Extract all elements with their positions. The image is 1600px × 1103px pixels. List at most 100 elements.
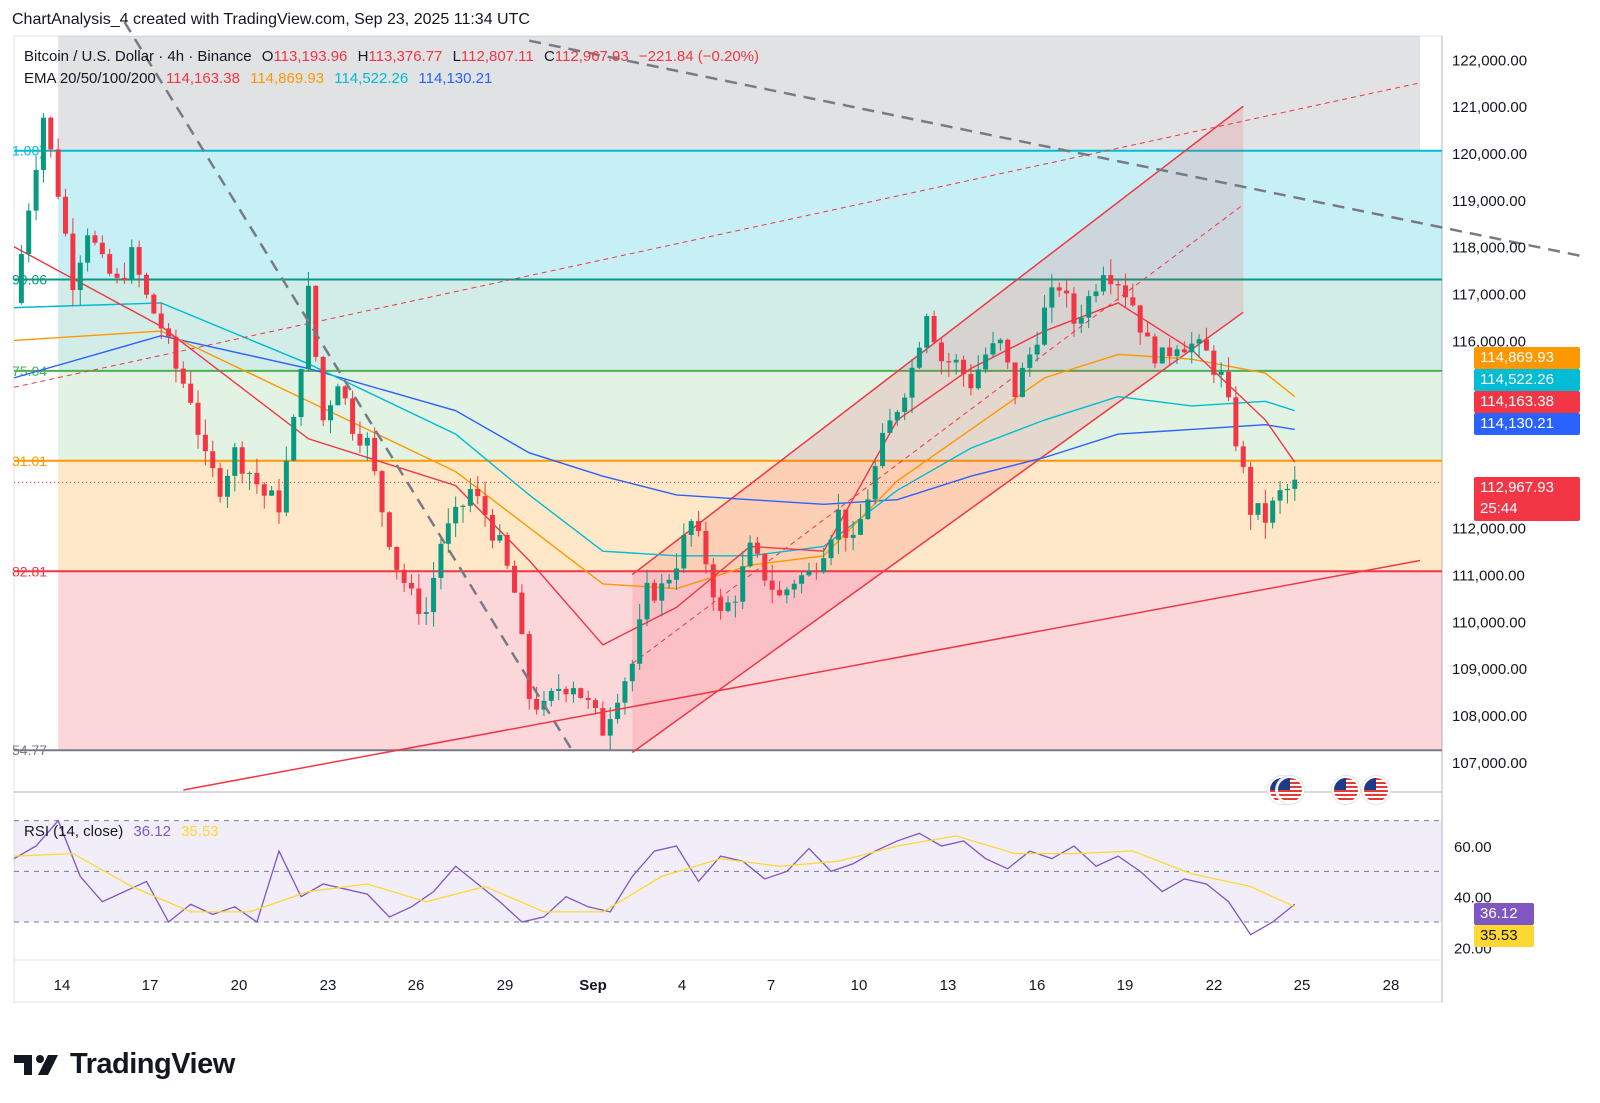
candle-body	[453, 506, 459, 524]
rsi-ma-line	[13, 835, 1296, 913]
chart-attribution: ChartAnalysis_4 created with TradingView…	[12, 11, 530, 28]
time-axis-label: 4	[678, 977, 686, 994]
candle-body	[188, 383, 194, 403]
candle-body	[276, 490, 282, 513]
bar-countdown: 25:44	[1480, 500, 1518, 517]
candle-body	[740, 566, 746, 602]
candle-body	[1100, 275, 1106, 292]
rsi-ma-value: 35.53	[181, 823, 219, 840]
candle-body	[33, 169, 39, 211]
candle-body	[570, 688, 576, 695]
candle-body	[217, 468, 223, 497]
candle-body	[975, 369, 981, 389]
ema200-line	[13, 335, 1295, 506]
candle-body	[784, 589, 790, 596]
candle-body	[18, 253, 24, 303]
candle-body	[224, 475, 230, 497]
candle-body	[681, 534, 687, 569]
time-axis-label: 10	[851, 977, 868, 994]
candle-body	[938, 342, 944, 362]
rsi-indicator-title[interactable]: RSI (14, close)	[24, 823, 124, 840]
candle-body	[1196, 339, 1202, 344]
symbol-title[interactable]: Bitcoin / U.S. Dollar · 4h · Binance	[24, 48, 252, 65]
candle-body	[1189, 343, 1195, 353]
candle-body	[644, 582, 650, 620]
candle-body	[1005, 339, 1011, 363]
candle-body	[600, 708, 606, 736]
rsi-value: 36.12	[133, 823, 171, 840]
candle-body	[1181, 349, 1187, 353]
candle-body	[386, 512, 392, 547]
ema100-value: 114,522.26	[334, 70, 409, 87]
us-flag-icon[interactable]	[1276, 776, 1304, 804]
tradingview-logo[interactable]: TradingView	[14, 1048, 235, 1081]
candle-body	[887, 420, 893, 433]
time-axis-label: 14	[54, 977, 71, 994]
candle-body	[909, 367, 915, 398]
candle-body	[622, 681, 628, 703]
candle-body	[1262, 503, 1268, 523]
candle-body	[563, 688, 569, 695]
ema-legend: EMA 20/50/100/200 114,163.38 114,869.93 …	[24, 70, 498, 87]
candle-body	[408, 583, 414, 589]
ema100-line	[13, 302, 1295, 557]
candle-body	[968, 374, 974, 389]
us-flag-icon[interactable]	[1332, 776, 1360, 804]
candle-body	[1012, 362, 1018, 397]
candle-body	[99, 242, 105, 255]
price-axis-label: 121,000.00	[1452, 99, 1527, 116]
candle-body	[151, 294, 157, 314]
ohlc-open: 113,193.96	[273, 48, 348, 65]
ema-indicator-title[interactable]: EMA 20/50/100/200	[24, 70, 156, 87]
candle-body	[1255, 503, 1261, 515]
candle-body	[342, 386, 348, 399]
fib-zone	[58, 370, 1443, 461]
price-axis-label: 118,000.00	[1452, 240, 1526, 257]
candle-body	[673, 568, 679, 580]
fib-zone	[58, 150, 1443, 280]
rsi-price-tag: 36.12	[1474, 903, 1534, 925]
fib-level-label: 75.04	[12, 363, 47, 379]
candle-body	[445, 523, 451, 544]
candle-body	[357, 433, 363, 446]
candle-body	[180, 368, 186, 384]
candle-body	[1233, 397, 1239, 447]
candle-body	[379, 471, 385, 513]
candle-body	[26, 210, 32, 254]
time-axis-label: 23	[320, 977, 337, 994]
price-axis-label: 111,000.00	[1452, 568, 1525, 585]
candle-body	[136, 247, 142, 275]
price-axis-label: 117,000.00	[1452, 287, 1526, 304]
ema20-value: 114,163.38	[165, 70, 240, 87]
candle-body	[1071, 293, 1077, 324]
time-axis-label: 17	[142, 977, 159, 994]
ohlc-change: −221.84 (−0.20%)	[638, 48, 760, 65]
ohlc-close: 112,967.93	[554, 48, 629, 65]
candle-body	[482, 496, 488, 516]
candle-body	[1284, 488, 1290, 491]
candle-body	[1019, 367, 1025, 397]
time-axis-label: 7	[767, 977, 775, 994]
price-axis-label: 110,000.00	[1452, 614, 1526, 631]
candle-body	[1064, 290, 1070, 294]
candle-body	[556, 688, 562, 691]
rising-support-line	[183, 559, 1421, 791]
ohlc-open-label: O	[261, 48, 274, 65]
candle-body	[696, 521, 702, 531]
candle-body	[121, 277, 127, 281]
candle-body	[835, 509, 841, 540]
candle-body	[239, 447, 245, 474]
candle-body	[247, 472, 253, 474]
time-axis-label: 22	[1206, 977, 1223, 994]
rsi-ma-price-tag: 35.53	[1474, 925, 1534, 947]
candle-body	[718, 597, 724, 612]
time-axis-label: 29	[497, 977, 514, 994]
candle-body	[261, 484, 267, 496]
us-flag-icon[interactable]	[1362, 776, 1390, 804]
ohlc-low-label: L	[452, 48, 461, 65]
candle-body	[85, 235, 91, 263]
candle-body	[924, 315, 930, 348]
candle-body	[423, 612, 429, 614]
rsi-legend: RSI (14, close) 36.12 35.53	[24, 823, 225, 840]
